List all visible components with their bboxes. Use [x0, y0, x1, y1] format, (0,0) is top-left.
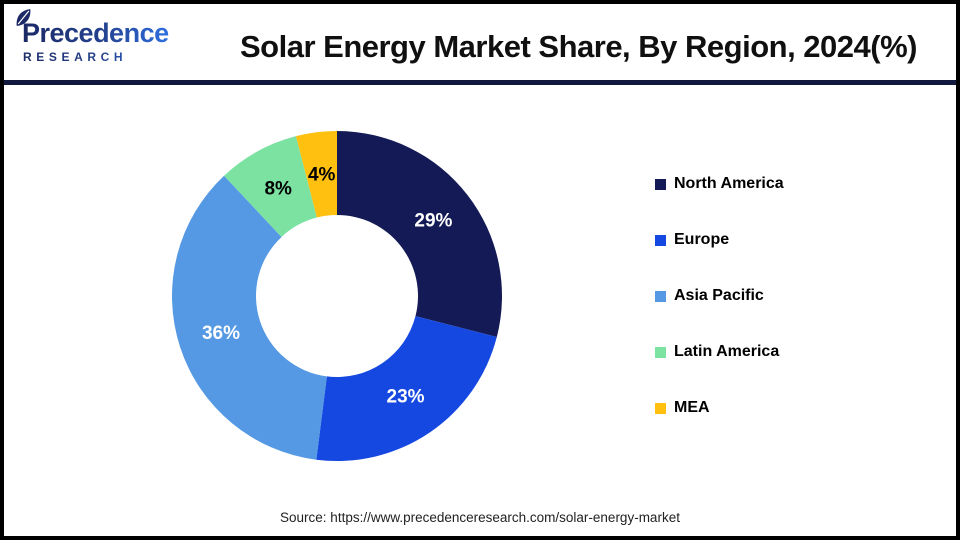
legend-item-mea: MEA: [655, 398, 784, 418]
legend-item-north-america: North America: [655, 174, 784, 194]
chart-legend: North America Europe Asia Pacific Latin Ame…: [655, 174, 784, 418]
precedence-research-logo: Precedence RESEARCH: [16, 9, 169, 64]
legend-swatch-mea: [655, 402, 666, 414]
legend-swatch-latin-america: [655, 346, 666, 358]
donut-chart: 29% 23% 36% 8% 4%: [172, 131, 502, 461]
slice-mea: [295, 131, 337, 218]
data-label-north-america: 29%: [414, 211, 452, 232]
legend-swatch-north-america: [655, 178, 666, 190]
logo-wordmark-row: Precedence: [16, 9, 169, 48]
legend-item-europe: Europe: [655, 230, 784, 250]
legend-label: Latin America: [674, 343, 780, 360]
legend-item-latin-america: Latin America: [655, 342, 784, 362]
logo-wordmark: Precedence: [22, 18, 169, 48]
legend-label: Asia Pacific: [674, 287, 764, 304]
data-label-asia-pacific: 36%: [202, 323, 240, 344]
legend-swatch-europe: [655, 234, 666, 246]
slice-north-america: [337, 131, 502, 338]
data-label-latin-america: 8%: [264, 179, 292, 200]
leaf-icon: [16, 9, 31, 26]
chart-title: Solar Energy Market Share, By Region, 20…: [240, 29, 917, 64]
data-label-europe: 23%: [387, 386, 425, 407]
slice-europe: [316, 316, 497, 461]
slice-latin-america: [224, 136, 317, 237]
data-label-mea: 4%: [308, 164, 336, 185]
slice-asia-pacific: [172, 175, 327, 460]
header-divider: [4, 80, 956, 85]
legend-label: North America: [674, 175, 784, 192]
legend-label: MEA: [674, 399, 710, 416]
legend-swatch-asia-pacific: [655, 290, 666, 302]
source-text: Source: https://www.precedenceresearch.c…: [280, 510, 680, 525]
legend-item-asia-pacific: Asia Pacific: [655, 286, 784, 306]
legend-label: Europe: [674, 231, 730, 248]
logo-subtitle: RESEARCH: [18, 50, 169, 64]
